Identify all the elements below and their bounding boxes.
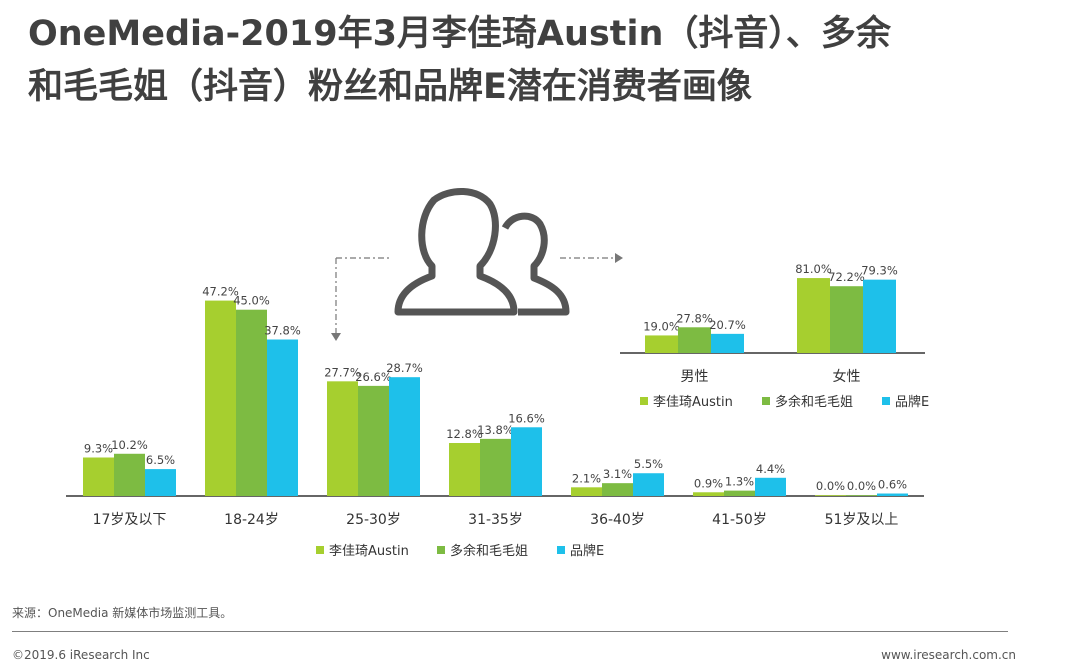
category-label: 36-40岁 <box>590 512 645 528</box>
data-label: 9.3% <box>84 441 113 455</box>
data-label: 2.1% <box>572 471 601 485</box>
bar <box>571 487 602 496</box>
bar <box>724 490 755 496</box>
bar <box>480 438 511 496</box>
two-users-icon <box>394 187 570 316</box>
bar <box>863 279 896 353</box>
data-label: 6.5% <box>146 453 175 467</box>
bar <box>846 495 877 496</box>
legend-label: 多余和毛毛姐 <box>450 543 528 559</box>
category-label: 女性 <box>833 368 861 385</box>
source-note: 来源：OneMedia 新媒体市场监测工具。 <box>12 606 233 620</box>
data-label: 16.6% <box>508 411 545 425</box>
bar <box>358 385 389 496</box>
website: www.iresearch.com.cn <box>881 648 1016 662</box>
data-label: 0.0% <box>816 479 845 493</box>
data-label: 37.8% <box>264 324 301 338</box>
data-label: 47.2% <box>202 285 239 299</box>
data-label: 79.3% <box>861 264 898 278</box>
data-label: 26.6% <box>355 370 392 384</box>
data-label: 0.0% <box>847 479 876 493</box>
bar <box>449 443 480 496</box>
bar <box>602 483 633 496</box>
bar <box>114 453 145 496</box>
data-label: 19.0% <box>643 319 680 333</box>
legend-swatch <box>762 397 770 405</box>
data-label: 3.1% <box>603 467 632 481</box>
age-chart: 9.3%10.2%6.5% 17岁及以下 47.2%45.0% 37.8% 18-24岁… <box>66 285 924 559</box>
legend-swatch <box>437 546 445 554</box>
data-label: 20.7% <box>709 318 746 332</box>
bar <box>236 309 267 496</box>
data-label: 0.6% <box>878 478 907 492</box>
bar <box>645 335 678 353</box>
bar <box>389 377 420 496</box>
data-label: 72.2% <box>828 270 865 284</box>
bar <box>815 495 846 496</box>
legend-label: 李佳琦Austin <box>653 395 733 410</box>
legend-swatch <box>316 546 324 554</box>
bar <box>693 492 724 496</box>
connector-lines <box>335 257 615 333</box>
legend-label: 品牌E <box>895 394 929 410</box>
bar <box>877 493 908 496</box>
data-label: 27.8% <box>676 311 713 325</box>
data-label: 81.0% <box>795 262 832 276</box>
bar <box>83 457 114 496</box>
data-label: 1.3% <box>725 475 754 489</box>
legend-swatch <box>640 397 648 405</box>
copyright: ©2019.6 iResearch Inc <box>12 648 150 662</box>
bar <box>830 286 863 353</box>
category-label: 18-24岁 <box>224 512 279 528</box>
bar <box>711 333 744 353</box>
legend-label: 品牌E <box>570 543 604 559</box>
data-label: 4.4% <box>756 462 785 476</box>
bar <box>511 427 542 496</box>
bar <box>145 469 176 496</box>
page-title: OneMedia-2019年3月李佳琦Austin（抖音）、多余 和毛毛姐（抖音… <box>28 8 1048 114</box>
data-label: 0.9% <box>694 476 723 490</box>
legend-label: 李佳琦Austin <box>329 544 409 559</box>
bar <box>205 300 236 496</box>
bar <box>678 327 711 353</box>
bar <box>755 477 786 496</box>
category-label: 17岁及以下 <box>93 512 167 528</box>
data-label: 12.8% <box>446 427 483 441</box>
category-label: 41-50岁 <box>712 512 767 528</box>
bar <box>633 473 664 496</box>
category-label: 31-35岁 <box>468 512 523 528</box>
title-line-1: OneMedia-2019年3月李佳琦Austin（抖音）、多余 <box>28 14 891 54</box>
data-label: 13.8% <box>477 423 514 437</box>
legend-swatch <box>882 397 890 405</box>
footer-divider <box>12 631 1008 632</box>
bar <box>797 278 830 353</box>
title-line-2: 和毛毛姐（抖音）粉丝和品牌E潜在消费者画像 <box>28 67 752 107</box>
bar <box>267 339 298 496</box>
data-label: 45.0% <box>233 294 270 308</box>
category-label: 51岁及以上 <box>825 512 899 528</box>
data-label: 27.7% <box>324 365 361 379</box>
data-label: 10.2% <box>111 438 148 452</box>
gender-chart: 19.0%27.8%20.7% 男性 81.0%72.2%79.3% 女性李佳琦Aus… <box>620 262 929 410</box>
data-label: 28.7% <box>386 361 423 375</box>
bar <box>327 381 358 496</box>
connector-arrows <box>331 253 623 341</box>
category-label: 25-30岁 <box>346 512 401 528</box>
data-label: 5.5% <box>634 457 663 471</box>
legend-swatch <box>557 546 565 554</box>
legend-label: 多余和毛毛姐 <box>775 394 853 410</box>
category-label: 男性 <box>681 369 709 385</box>
